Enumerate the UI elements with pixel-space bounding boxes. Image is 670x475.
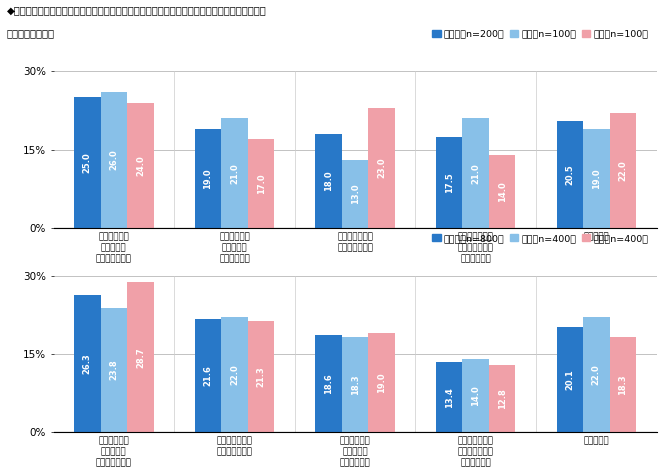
Bar — [316, 335, 342, 432]
Text: 19.0: 19.0 — [592, 168, 601, 189]
Bar — [74, 295, 100, 432]
Bar — [436, 362, 462, 432]
Text: 23.8: 23.8 — [109, 360, 119, 380]
Text: 21.0: 21.0 — [471, 163, 480, 183]
Text: 13.0: 13.0 — [350, 184, 360, 204]
Text: 22.0: 22.0 — [230, 364, 239, 385]
Bar — [248, 321, 274, 432]
Text: 22.0: 22.0 — [618, 160, 627, 181]
Bar — [127, 282, 153, 432]
Text: 25.0: 25.0 — [83, 152, 92, 173]
Bar — [248, 139, 274, 228]
Bar — [221, 317, 248, 432]
Text: ［単一回答形式］: ［単一回答形式］ — [7, 28, 55, 38]
Text: ◆政府が設定している少子化対策の重点課題のうち、最も優先的に取り組んでほしいと思うもの: ◆政府が設定している少子化対策の重点課題のうち、最も優先的に取り組んでほしいと思… — [7, 5, 267, 15]
Bar — [195, 129, 221, 228]
Bar — [74, 97, 100, 228]
Text: 21.3: 21.3 — [257, 366, 265, 387]
Bar — [221, 118, 248, 228]
Bar — [583, 129, 610, 228]
Legend: 中学生［n=200］, 男子［n=100］, 女子［n=100］: 中学生［n=200］, 男子［n=100］, 女子［n=100］ — [428, 26, 652, 42]
Text: 28.7: 28.7 — [136, 347, 145, 368]
Bar — [557, 121, 583, 228]
Text: 19.0: 19.0 — [377, 372, 386, 393]
Text: 17.5: 17.5 — [445, 172, 454, 193]
Text: 19.0: 19.0 — [204, 168, 212, 189]
Bar — [557, 327, 583, 432]
Bar — [489, 155, 515, 228]
Bar — [462, 118, 489, 228]
Bar — [369, 333, 395, 432]
Text: 18.6: 18.6 — [324, 373, 333, 394]
Bar — [195, 319, 221, 432]
Bar — [100, 92, 127, 228]
Text: 17.0: 17.0 — [257, 173, 265, 194]
Bar — [100, 308, 127, 432]
Bar — [316, 134, 342, 228]
Bar — [462, 359, 489, 432]
Text: 26.0: 26.0 — [109, 150, 119, 171]
Text: 18.3: 18.3 — [350, 374, 360, 395]
Text: 21.0: 21.0 — [230, 163, 239, 183]
Text: 26.3: 26.3 — [83, 353, 92, 374]
Text: 12.8: 12.8 — [498, 389, 507, 409]
Bar — [342, 337, 368, 432]
Text: 22.0: 22.0 — [592, 364, 601, 385]
Text: 18.0: 18.0 — [324, 171, 333, 191]
Bar — [436, 137, 462, 228]
Bar — [489, 365, 515, 432]
Bar — [342, 160, 368, 228]
Text: 14.0: 14.0 — [498, 181, 507, 202]
Bar — [583, 317, 610, 432]
Text: 13.4: 13.4 — [445, 387, 454, 408]
Bar — [127, 103, 153, 228]
Legend: 高校生［n=800］, 男子［n=400］, 女子［n=400］: 高校生［n=800］, 男子［n=400］, 女子［n=400］ — [428, 230, 652, 247]
Bar — [610, 113, 636, 228]
Text: 20.1: 20.1 — [565, 370, 574, 390]
Text: 21.6: 21.6 — [204, 365, 212, 386]
Text: 20.5: 20.5 — [565, 164, 574, 185]
Text: 14.0: 14.0 — [471, 385, 480, 406]
Bar — [610, 337, 636, 432]
Text: 23.0: 23.0 — [377, 158, 386, 178]
Text: 18.3: 18.3 — [618, 374, 627, 395]
Text: 24.0: 24.0 — [136, 155, 145, 176]
Bar — [369, 108, 395, 228]
